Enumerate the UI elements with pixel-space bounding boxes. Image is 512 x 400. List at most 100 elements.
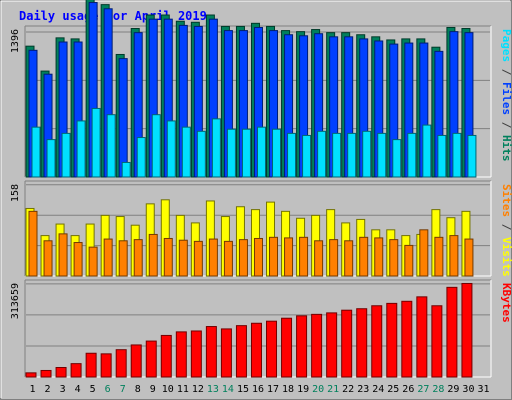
x-tick-label: 18 xyxy=(282,384,294,395)
series-files xyxy=(28,2,474,178)
x-tick-label: 14 xyxy=(222,384,234,395)
series-axis-label: KBytes xyxy=(500,283,512,323)
bar-sites-20 xyxy=(314,240,324,277)
bar-pages-11 xyxy=(181,126,191,178)
x-tick-labels: 1 2 3 4 5 6 7 8 9 10 11 12 13 14 15 16 17 18 19 20 21 22 23 24 2… xyxy=(30,384,490,395)
chart-title: Daily usage for April 2019 xyxy=(19,9,207,23)
bar-sites-12 xyxy=(193,240,203,277)
bar-kbytes-25 xyxy=(386,302,398,378)
bar-sites-30 xyxy=(464,238,474,277)
panel-bottom: 313659 KBytes xyxy=(10,279,512,378)
bar-pages-23 xyxy=(362,130,372,178)
bar-kbytes-21 xyxy=(326,312,338,378)
y-max-label: 313659 xyxy=(10,283,21,319)
bar-pages-26 xyxy=(407,132,417,178)
x-tick-label: 5 xyxy=(90,384,96,395)
bar-sites-1 xyxy=(28,210,38,277)
bar-sites-5 xyxy=(88,246,98,277)
bar-kbytes-17 xyxy=(266,320,278,378)
bar-pages-7 xyxy=(121,161,131,178)
x-tick-label: 22 xyxy=(342,384,354,395)
bar-pages-10 xyxy=(166,120,176,178)
bar-kbytes-29 xyxy=(446,286,458,378)
bar-kbytes-8 xyxy=(130,344,142,378)
bar-pages-15 xyxy=(241,128,251,178)
bar-kbytes-19 xyxy=(296,315,308,378)
bar-kbytes-10 xyxy=(160,334,172,378)
bar-kbytes-11 xyxy=(175,331,187,378)
bar-pages-25 xyxy=(392,139,402,178)
bar-pages-4 xyxy=(76,120,86,178)
bar-kbytes-4 xyxy=(70,363,82,378)
bar-kbytes-26 xyxy=(401,300,413,378)
series-kbytes xyxy=(25,282,473,378)
x-tick-label: 7 xyxy=(120,384,126,395)
x-tick-label: 15 xyxy=(237,384,249,395)
series-sites xyxy=(28,210,474,277)
bar-pages-20 xyxy=(317,130,327,178)
bar-pages-6 xyxy=(106,114,116,178)
bar-sites-19 xyxy=(299,236,309,277)
bar-kbytes-15 xyxy=(235,325,247,378)
bar-kbytes-30 xyxy=(461,282,473,378)
y-max-label: 158 xyxy=(10,184,21,202)
bar-kbytes-23 xyxy=(356,308,368,378)
bar-kbytes-6 xyxy=(100,353,112,378)
x-tick-label: 3 xyxy=(60,384,66,395)
bar-sites-2 xyxy=(43,240,53,277)
x-tick-label: 29 xyxy=(447,384,459,395)
bar-pages-29 xyxy=(452,132,462,178)
series-axis-label: Sites / Visits xyxy=(500,184,512,277)
x-tick-label: 4 xyxy=(75,384,81,395)
bar-sites-11 xyxy=(178,239,188,277)
bar-pages-14 xyxy=(226,128,236,178)
bar-pages-5 xyxy=(91,107,101,178)
bar-kbytes-18 xyxy=(281,317,293,378)
x-tick-label: 25 xyxy=(387,384,399,395)
bar-kbytes-12 xyxy=(190,330,202,378)
bar-sites-25 xyxy=(389,239,399,277)
bar-sites-24 xyxy=(374,237,384,277)
x-tick-label: 1 xyxy=(30,384,36,395)
bar-kbytes-7 xyxy=(115,349,127,378)
bar-sites-22 xyxy=(344,240,354,277)
bar-pages-28 xyxy=(437,134,447,178)
bar-sites-23 xyxy=(359,236,369,277)
x-tick-label: 21 xyxy=(327,384,339,395)
bar-kbytes-14 xyxy=(220,328,232,378)
bar-pages-27 xyxy=(422,124,432,178)
x-tick-label: 26 xyxy=(402,384,414,395)
panel-top: 1396 Pages / Files / Hits xyxy=(10,0,512,178)
bar-kbytes-1 xyxy=(25,372,37,378)
x-tick-label: 9 xyxy=(150,384,156,395)
panel-middle: 158 Sites / Visits xyxy=(10,180,512,277)
bar-pages-8 xyxy=(136,137,146,178)
bar-sites-13 xyxy=(208,238,218,277)
bar-pages-3 xyxy=(61,132,71,178)
x-tick-label: 27 xyxy=(417,384,429,395)
bar-pages-2 xyxy=(46,139,56,178)
bar-pages-24 xyxy=(377,132,387,178)
x-tick-label: 6 xyxy=(105,384,111,395)
x-tick-label: 12 xyxy=(192,384,204,395)
bar-pages-16 xyxy=(256,126,266,178)
bar-sites-3 xyxy=(58,233,68,277)
x-tick-label: 16 xyxy=(252,384,264,395)
x-tick-label: 10 xyxy=(162,384,174,395)
bar-pages-21 xyxy=(332,132,342,178)
bar-kbytes-24 xyxy=(371,305,383,378)
bar-pages-22 xyxy=(347,132,357,178)
bar-kbytes-27 xyxy=(416,296,428,378)
bar-sites-6 xyxy=(103,238,113,277)
bar-sites-14 xyxy=(223,240,233,277)
bar-sites-29 xyxy=(449,235,459,277)
x-tick-label: 28 xyxy=(432,384,444,395)
bar-sites-28 xyxy=(434,236,444,277)
bar-pages-18 xyxy=(287,132,297,178)
x-tick-label: 23 xyxy=(357,384,369,395)
bar-kbytes-13 xyxy=(205,326,217,378)
bar-pages-12 xyxy=(196,130,206,178)
x-tick-label: 11 xyxy=(177,384,189,395)
bar-kbytes-22 xyxy=(341,309,353,378)
